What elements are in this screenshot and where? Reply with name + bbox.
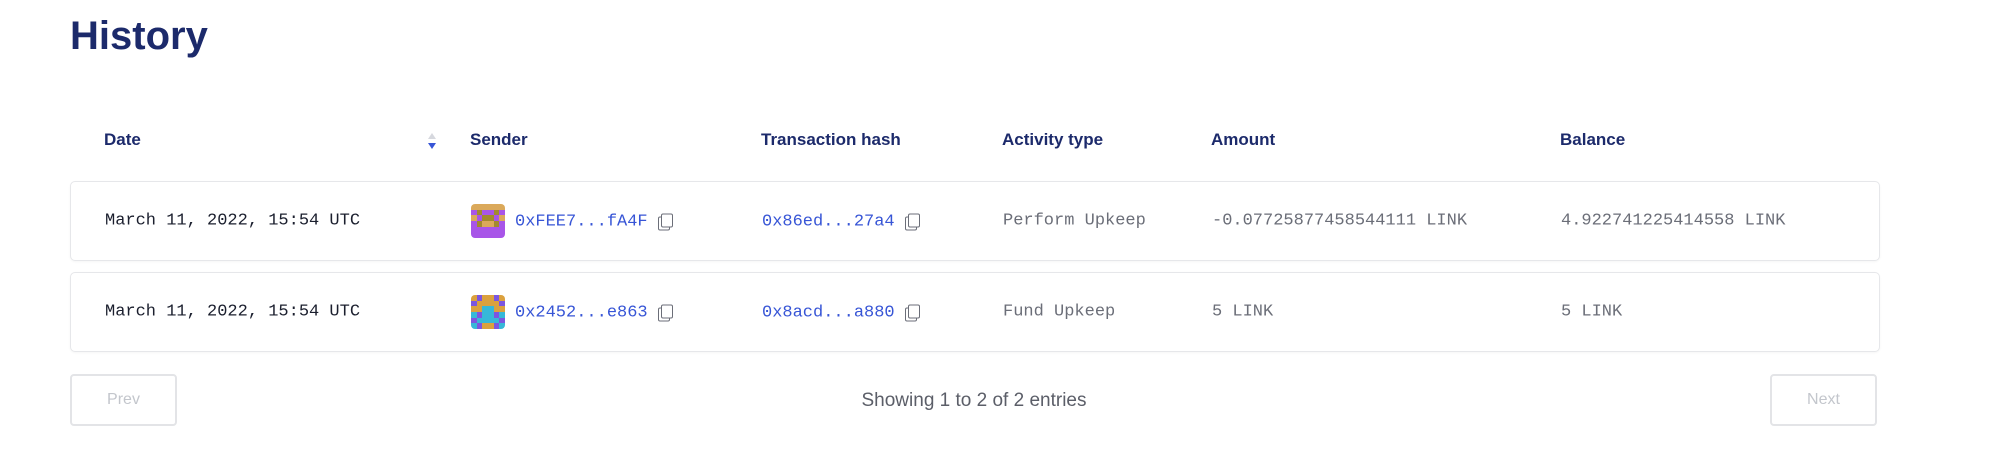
transaction-hash-link[interactable]: 0x86ed...27a4 — [762, 212, 895, 232]
copy-icon[interactable] — [657, 304, 673, 322]
table-row: March 11, 2022, 15:54 UTC 0xFEE7...fA4F … — [70, 181, 1880, 261]
column-header-date[interactable]: Date — [104, 130, 141, 149]
date-cell: March 11, 2022, 15:54 UTC — [105, 211, 361, 231]
transaction-hash-link[interactable]: 0x8acd...a880 — [762, 303, 895, 323]
sender-address-link[interactable]: 0xFEE7...fA4F — [515, 212, 648, 232]
sender-address-link[interactable]: 0x2452...e863 — [515, 303, 648, 323]
sender-avatar — [471, 204, 505, 238]
activity-type-cell: Perform Upkeep — [1003, 211, 1146, 231]
next-button[interactable]: Next — [1770, 374, 1877, 426]
pagination-summary: Showing 1 to 2 of 2 entries — [861, 390, 1087, 411]
column-header-amount: Amount — [1211, 130, 1276, 149]
activity-type-cell: Fund Upkeep — [1003, 302, 1116, 322]
prev-button[interactable]: Prev — [70, 374, 177, 426]
balance-cell: 4.922741225414558 LINK — [1561, 211, 1786, 231]
sender-avatar — [471, 295, 505, 329]
copy-icon[interactable] — [904, 304, 920, 322]
amount-cell: -0.07725877458544111 LINK — [1212, 211, 1468, 231]
column-header-transaction-hash: Transaction hash — [761, 130, 901, 149]
column-header-activity-type: Activity type — [1002, 130, 1104, 149]
page-title: History — [70, 14, 208, 58]
column-header-balance: Balance — [1560, 130, 1626, 149]
sort-desc-icon[interactable] — [427, 131, 437, 151]
column-header-sender: Sender — [470, 130, 528, 149]
amount-cell: 5 LINK — [1212, 302, 1274, 322]
date-cell: March 11, 2022, 15:54 UTC — [105, 302, 361, 322]
table-row: March 11, 2022, 15:54 UTC 0x2452...e863 … — [70, 272, 1880, 352]
balance-cell: 5 LINK — [1561, 302, 1623, 322]
copy-icon[interactable] — [904, 213, 920, 231]
copy-icon[interactable] — [657, 213, 673, 231]
